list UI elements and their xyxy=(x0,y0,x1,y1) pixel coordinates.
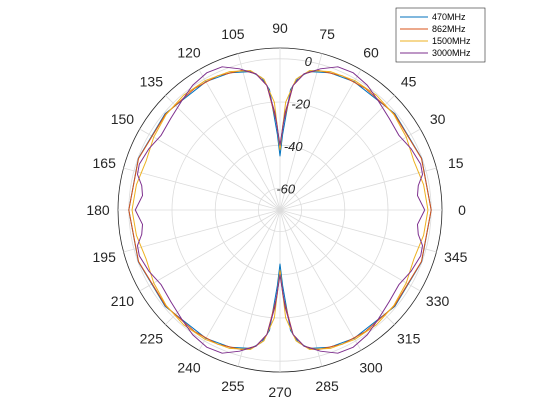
grid-spoke xyxy=(123,167,281,211)
legend-label: 3000MHz xyxy=(432,48,471,58)
theta-tick-label: 210 xyxy=(111,293,135,309)
legend-label: 470MHz xyxy=(432,12,466,22)
radial-tick-label: -40 xyxy=(284,139,304,154)
series-line-3 xyxy=(134,66,426,354)
theta-tick-label: 150 xyxy=(111,111,135,127)
grid-spoke xyxy=(165,209,281,325)
theta-tick-label: 135 xyxy=(140,73,164,89)
radial-tick-label: -20 xyxy=(291,97,311,112)
grid-spoke xyxy=(139,128,281,211)
theta-tick-label: 195 xyxy=(93,249,117,265)
grid-spoke xyxy=(139,209,281,292)
theta-tick-label: 345 xyxy=(444,249,468,265)
theta-tick-label: 30 xyxy=(430,111,446,127)
series-line-2 xyxy=(131,70,429,350)
theta-tick-label: 300 xyxy=(359,360,383,376)
theta-tick-label: 285 xyxy=(315,378,339,394)
grid-spoke xyxy=(279,209,437,253)
grid-spoke xyxy=(279,53,323,211)
grid-spoke xyxy=(237,53,281,211)
theta-tick-label: 105 xyxy=(221,26,245,42)
theta-tick-label: 120 xyxy=(177,44,201,60)
theta-tick-label: 270 xyxy=(268,384,292,400)
theta-tick-label: 240 xyxy=(177,360,201,376)
radial-tick-label: -60 xyxy=(276,182,296,197)
theta-tick-label: 90 xyxy=(272,20,288,36)
theta-tick-label: 60 xyxy=(363,44,379,60)
theta-tick-label: 255 xyxy=(221,378,245,394)
series-layer xyxy=(128,66,432,354)
theta-tick-label: 15 xyxy=(448,155,464,171)
grid-spoke xyxy=(279,167,437,211)
grid-spoke xyxy=(198,69,281,211)
polar-grid xyxy=(117,47,443,373)
theta-tick-label: 180 xyxy=(86,202,110,218)
axis-labels: 0 15 30 45 60 75 90 105 120 135 150 165 180 195 210 225… xyxy=(86,20,467,400)
grid-spoke xyxy=(237,209,281,367)
grid-spoke xyxy=(279,69,362,211)
theta-tick-label: 225 xyxy=(140,331,164,347)
theta-tick-label: 315 xyxy=(397,331,421,347)
theta-tick-label: 330 xyxy=(426,293,450,309)
grid-spoke xyxy=(279,128,421,211)
grid-spoke xyxy=(123,209,281,253)
theta-tick-label: 0 xyxy=(458,202,466,218)
grid-spoke xyxy=(279,209,362,351)
grid-spoke xyxy=(279,209,323,367)
legend: 470MHz 862MHz 1500MHz 3000MHz xyxy=(395,7,486,63)
theta-tick-label: 165 xyxy=(93,155,117,171)
theta-tick-label: 75 xyxy=(319,26,335,42)
grid-spoke xyxy=(198,209,281,351)
grid-spoke xyxy=(279,209,421,292)
grid-spoke xyxy=(165,95,281,211)
grid-spoke xyxy=(279,95,395,211)
legend-label: 1500MHz xyxy=(432,36,471,46)
theta-tick-label: 45 xyxy=(401,73,417,89)
radial-tick-label: 0 xyxy=(305,54,313,69)
legend-label: 862MHz xyxy=(432,24,466,34)
grid-spoke xyxy=(279,209,395,325)
